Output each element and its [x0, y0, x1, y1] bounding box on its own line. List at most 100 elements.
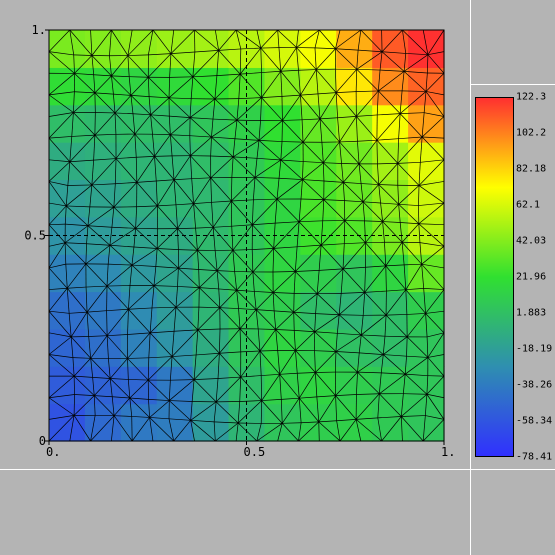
mesh-edge — [298, 372, 316, 399]
mesh-edge — [190, 155, 211, 179]
mesh-edge — [259, 350, 262, 376]
mesh-edge — [231, 156, 234, 178]
mesh-edge — [342, 266, 366, 270]
mesh-edge — [240, 350, 261, 378]
mesh-edge — [335, 29, 341, 49]
triangle-mesh — [48, 29, 445, 442]
mesh-edge — [168, 418, 175, 442]
mesh-edge — [344, 220, 366, 243]
mesh-edge — [157, 205, 178, 229]
mesh-edge — [298, 199, 325, 222]
mesh-edge — [107, 334, 128, 337]
mesh-edge — [219, 307, 239, 309]
mesh-edge — [210, 156, 234, 179]
field-cell — [264, 366, 301, 405]
field-cell — [372, 403, 409, 442]
mesh-edge — [173, 179, 177, 205]
mesh-edge — [385, 289, 407, 316]
mesh-edge — [302, 118, 321, 121]
mesh-edge — [261, 97, 283, 121]
mesh-edge — [215, 401, 239, 424]
mesh-edge — [335, 48, 359, 51]
mesh-edge — [401, 415, 426, 417]
mesh-edge — [127, 332, 151, 335]
mesh-edge — [280, 141, 304, 161]
field-cell — [156, 179, 194, 218]
mesh-edge — [399, 90, 403, 114]
mesh-edge — [427, 332, 445, 338]
mesh-edge — [111, 75, 114, 95]
mesh-edge — [131, 246, 135, 266]
mesh-edge — [232, 249, 254, 273]
mesh-edge — [378, 372, 382, 394]
mesh-edge — [86, 225, 89, 244]
mesh-edge — [170, 29, 195, 54]
mesh-edge — [106, 264, 109, 287]
mesh-edge — [131, 416, 150, 418]
mesh-edge — [107, 245, 111, 265]
mesh-edge — [114, 112, 134, 115]
mesh-edge — [314, 47, 336, 50]
mesh-edge — [219, 351, 241, 354]
mesh-edge — [212, 227, 234, 251]
mesh-edge — [147, 379, 170, 401]
mesh-edge — [384, 242, 387, 266]
mesh-edge — [48, 51, 75, 74]
mesh-edge — [364, 220, 383, 222]
mesh-edge — [66, 287, 88, 313]
mesh-edge — [376, 139, 399, 164]
mesh-edge — [219, 353, 241, 378]
mesh-edge — [256, 423, 283, 442]
mesh-edge — [260, 29, 278, 49]
mesh-edge — [400, 222, 419, 225]
mesh-edge — [240, 376, 262, 401]
mesh-edge — [261, 70, 281, 73]
mesh-edge — [89, 184, 93, 207]
mesh-edge — [193, 353, 220, 380]
field-cell — [336, 291, 373, 330]
mesh-edge — [113, 183, 116, 208]
mesh-edge — [261, 400, 283, 424]
mesh-edge — [189, 135, 191, 156]
mesh-edge — [339, 141, 360, 165]
mesh-edge — [152, 134, 155, 157]
mesh-edge — [356, 116, 358, 142]
mesh-edge — [90, 335, 108, 359]
mesh-edge — [90, 358, 93, 378]
mesh-edge — [334, 351, 337, 373]
mesh-edge — [319, 92, 337, 120]
mesh-edge — [212, 118, 237, 121]
mesh-edge — [273, 246, 298, 249]
mesh-edge — [403, 71, 427, 92]
mesh-edge — [127, 55, 130, 77]
mesh-edge — [323, 162, 344, 183]
mesh-edge — [136, 180, 157, 183]
mesh-edge — [232, 156, 256, 178]
mesh-edge — [377, 113, 401, 116]
mesh-edge — [252, 224, 274, 249]
mesh-edge — [231, 177, 256, 202]
field-cell — [120, 403, 158, 442]
mesh-edge — [376, 90, 379, 115]
mesh-edge — [86, 243, 110, 246]
mesh-edge — [69, 159, 94, 163]
mesh-edge — [111, 29, 129, 56]
mesh-edge — [403, 393, 427, 395]
mesh-edge — [94, 75, 112, 94]
mesh-edge — [214, 421, 239, 424]
mesh-edge — [109, 29, 112, 56]
field-cell — [300, 328, 337, 367]
mesh-edge — [240, 47, 261, 50]
mesh-edge — [293, 311, 316, 315]
mesh-edge — [147, 77, 150, 97]
mesh-edge — [343, 163, 360, 183]
mesh-edge — [405, 373, 428, 377]
mesh-edge — [320, 220, 324, 246]
mesh-edge — [48, 112, 74, 139]
mesh-edge — [356, 393, 380, 395]
mesh-edge — [148, 332, 151, 358]
mesh-edge — [258, 140, 282, 161]
mesh-edge — [342, 242, 366, 270]
mesh-edge — [234, 271, 237, 291]
mesh-edge — [399, 222, 403, 243]
